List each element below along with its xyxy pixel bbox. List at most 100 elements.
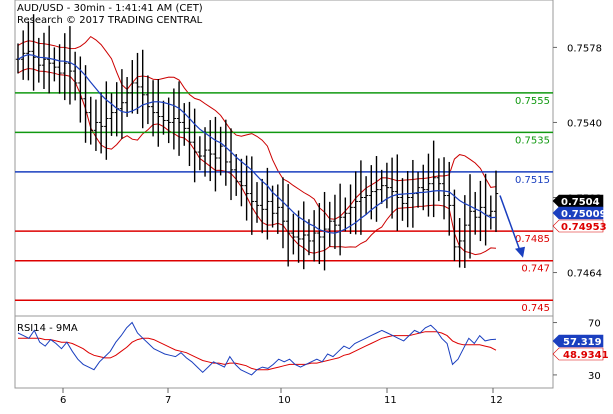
price-bar [208,120,213,182]
price-bar [436,158,442,202]
level-label: 0.747 [521,264,550,275]
price-bar [265,167,270,240]
price-bar [145,75,151,125]
price-bar [327,201,332,247]
forecast-arrow [499,195,525,258]
price-bar [306,219,312,256]
price-bar [343,197,348,232]
price-tick-label: 0.7578 [567,43,602,54]
price-bar [332,194,338,249]
price-bar [176,81,182,156]
price-bar [130,60,135,114]
rsi-badge-label: 57.319 [563,337,602,348]
chart-copyright: Research © 2017 TRADING CENTRAL [17,15,203,26]
price-bar [301,201,306,270]
price-bar [384,162,390,209]
price-tick-label: 0.7540 [567,118,602,129]
moving-average [17,53,497,234]
price-bar [83,65,88,143]
level-label: 0.745 [521,303,550,314]
price-bar [311,210,317,262]
rsi-panel: RSI14 - 9MA 70 30 57.319 48.9341 [17,319,609,382]
price-bar [259,178,265,234]
price-bar [291,213,296,255]
price-badge-label: 0.7504 [561,197,600,208]
price-bar [171,88,177,150]
price-bar [31,14,36,91]
price-bar [400,178,405,221]
moving-average-line [17,53,497,234]
price-bar [52,47,57,82]
price-bar [493,170,499,232]
level-label: 0.7485 [515,234,550,245]
time-axis: 6 7 10 11 12 [60,388,503,406]
rsi-badge-label: 48.9341 [563,350,609,361]
price-bar [421,164,426,211]
price-bar [426,153,431,217]
rsi-title: RSI14 - 9MA [17,323,78,334]
time-tick-label: 12 [490,395,503,406]
price-bar [36,37,41,83]
price-bar [467,174,473,259]
forecast-arrow-shaft [499,195,521,251]
price-bar [415,171,421,208]
price-bar [488,195,494,230]
price-bar [228,128,234,201]
level-label: 0.7535 [515,135,550,146]
price-bar [353,171,358,235]
time-tick-label: 11 [384,395,397,406]
price-bar [395,154,400,231]
price-bar [363,176,369,215]
price-bar [483,173,488,246]
rsi-tick-label: 30 [588,371,601,382]
price-bar [296,210,301,263]
rsi-panel-frame [14,315,554,389]
rsi-ma-line [18,331,497,371]
price-bar [317,203,322,265]
price-bar [192,108,197,183]
price-bar [150,80,156,137]
price-bar [473,191,478,235]
price-bar [187,101,192,167]
price-bar [46,25,52,94]
price-panel-frame [14,0,554,317]
forecast-arrow-head [515,246,525,258]
support-resistance-lines: 0.7555 0.7535 0.7515 0.7485 0.747 0.745 [15,92,553,314]
price-bar [140,49,145,129]
price-badge: 0.7504 [552,194,604,208]
price-bar [109,93,114,136]
bollinger-upper-line [17,35,497,220]
rsi-badge: 48.9341 [552,347,609,361]
price-bar [88,96,93,145]
price-bar [213,116,218,192]
price-bar [452,189,457,262]
level-label: 0.7555 [515,96,550,107]
bollinger-lower-line [17,67,497,256]
rsi-line [17,321,497,376]
price-bar [104,81,109,160]
price-bar [285,184,291,267]
price-bar [182,103,187,146]
rsi-badge: 57.319 [552,334,604,348]
price-bar [441,157,447,220]
price-bar [218,126,223,176]
price-bar [135,52,140,114]
price-bar [67,26,73,105]
price-bar [447,161,452,236]
price-bar [234,154,239,196]
price-bar [41,32,47,89]
price-bar [358,160,364,235]
price-bar [98,92,104,154]
price-bar [202,127,208,177]
price-bar [62,33,67,101]
price-badge: 0.75009 [552,206,607,220]
time-tick-label: 6 [60,395,66,406]
price-bar [161,100,166,135]
price-tick-label: 0.7464 [567,269,602,280]
price-bar [337,183,343,256]
price-bar [389,157,395,219]
price-bar [72,51,78,101]
